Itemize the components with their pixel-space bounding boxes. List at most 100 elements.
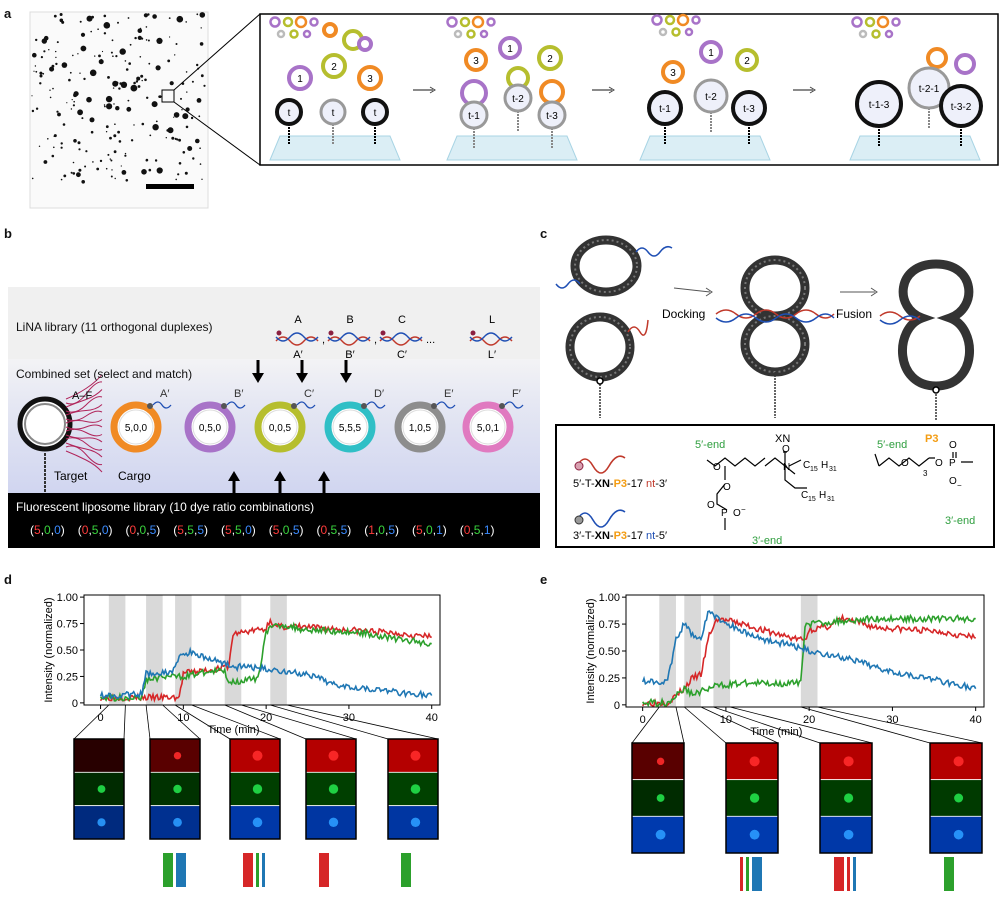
dot — [96, 167, 100, 171]
dot — [148, 62, 151, 65]
dot — [152, 124, 159, 131]
vesicle-label: 3 — [473, 56, 479, 67]
dot — [199, 147, 201, 149]
target-vesicle — [939, 84, 983, 128]
svg-text:C: C — [803, 460, 810, 471]
dot — [178, 162, 182, 165]
dot — [39, 82, 42, 85]
svg-text:O: O — [782, 444, 790, 455]
dot — [90, 130, 94, 134]
target-vesicle — [647, 90, 683, 126]
xn-3end: 3′-end — [752, 535, 782, 546]
dot — [105, 125, 109, 129]
dot — [119, 48, 126, 55]
dot — [140, 74, 144, 78]
xn-title: XN — [775, 433, 790, 445]
dot — [156, 167, 163, 174]
dot — [78, 174, 81, 177]
dot — [124, 154, 127, 157]
dot — [84, 165, 87, 168]
barcode-bar — [256, 853, 259, 887]
panel-label-b: b — [4, 226, 12, 241]
dot — [125, 68, 129, 71]
dot — [72, 104, 75, 107]
duplex-sep: , — [322, 334, 325, 346]
x-tick-label: 10 — [177, 712, 189, 724]
dot — [77, 109, 83, 116]
dot — [151, 101, 158, 108]
dot — [144, 78, 147, 82]
svg-text:C: C — [801, 490, 808, 501]
panel-b: A A′, B B′, C C′ L L′... A–F Target Cargo 5,0,0 A′ 0,… — [8, 287, 540, 548]
liposome — [740, 255, 810, 321]
svg-text:O: O — [733, 508, 741, 519]
dot — [158, 95, 162, 98]
p3-5end: 5′-end — [877, 439, 907, 451]
barcode-bar — [944, 857, 954, 891]
snapshot-thumbnail — [725, 742, 779, 854]
dot — [77, 53, 79, 55]
dot — [145, 39, 148, 41]
dot — [137, 85, 141, 88]
dot — [47, 138, 49, 140]
dot — [145, 26, 148, 28]
y-tick-label: 0.50 — [599, 646, 620, 658]
duplex-ellipsis: ... — [426, 334, 435, 346]
dot — [177, 173, 180, 176]
dot — [43, 160, 48, 164]
dot — [89, 69, 97, 77]
duplex-complement: L′ — [488, 349, 496, 361]
dot — [72, 54, 74, 57]
dot — [119, 82, 122, 85]
vesicle-label: 2 — [331, 62, 337, 73]
dot — [118, 140, 122, 143]
dot — [203, 84, 206, 87]
svg-text:O: O — [713, 462, 721, 473]
target-label: t-3 — [743, 104, 755, 115]
dot — [130, 84, 138, 92]
panel-b-graphic: A A′, B B′, C C′ L L′... A–F Target Cargo 5,0,0 A′ 0,… — [8, 287, 540, 548]
y-tick-label: 0.50 — [57, 645, 78, 657]
svg-text:3′-T-XN-P3-17 nt-5′: 3′-T-XN-P3-17 nt-5′ — [573, 530, 667, 542]
barcode-bar — [834, 857, 844, 891]
svg-text:N: N — [783, 462, 790, 473]
dot — [121, 170, 127, 175]
dye-combo: (5,5,0) — [221, 523, 256, 537]
dot — [191, 80, 194, 83]
dot — [106, 103, 113, 110]
dot — [192, 157, 195, 160]
dot — [155, 65, 161, 71]
fused-liposome — [898, 259, 974, 391]
dot — [186, 91, 188, 93]
svg-text:P: P — [949, 458, 956, 469]
surface — [849, 135, 981, 161]
y-tick-label: 0 — [614, 700, 620, 712]
dot — [136, 76, 141, 81]
shaded-window — [224, 595, 242, 705]
snapshot-thumbnail — [387, 738, 439, 840]
target-vesicle — [319, 98, 347, 126]
dot — [33, 70, 35, 72]
target-vesicle — [537, 100, 567, 130]
vesicle — [537, 45, 563, 71]
dot — [34, 65, 37, 67]
dot — [49, 89, 51, 91]
dot — [31, 177, 34, 180]
shaded-window — [270, 595, 287, 705]
cargo-liposome — [462, 401, 514, 453]
y-tick-label: 1.00 — [57, 592, 78, 604]
dot — [176, 138, 179, 141]
dot — [196, 63, 199, 67]
dot — [76, 172, 81, 178]
dot — [137, 35, 142, 41]
surface — [446, 135, 578, 161]
zoom-box — [161, 89, 175, 103]
snapshot-thumbnail — [819, 742, 873, 854]
dot — [42, 72, 45, 75]
vesicle — [954, 53, 976, 75]
dot — [115, 81, 119, 85]
panel-a: 1 2 3 t t t 3 1 2 t-1 t-2 t-3 3 1 2 t-1 t-2 t-3 t-1-3 t-2-1… — [29, 11, 999, 209]
dot — [55, 56, 57, 59]
vesicle-label: 3 — [367, 74, 373, 85]
dot — [49, 66, 55, 72]
